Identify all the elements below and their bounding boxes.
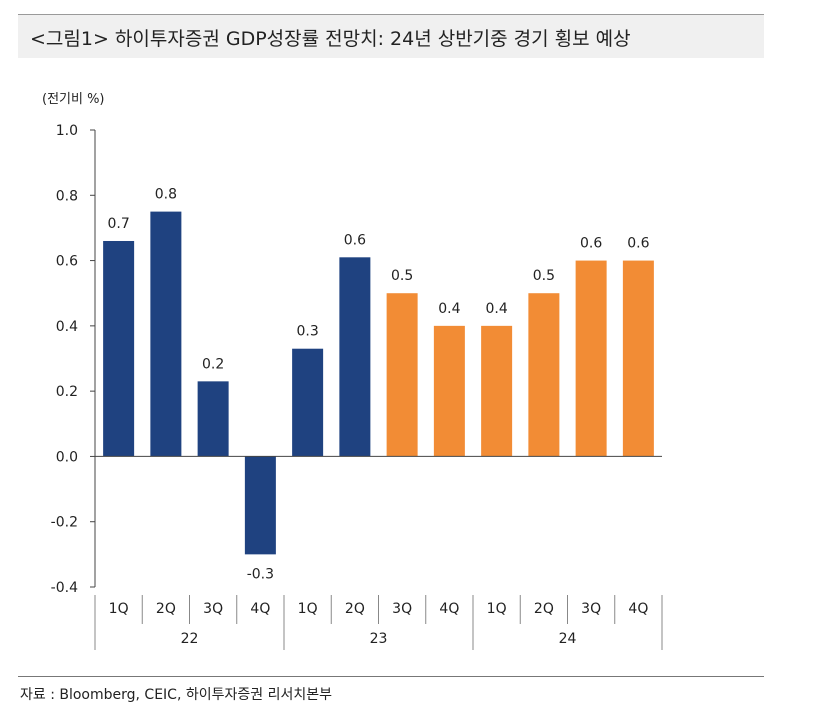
data-label: 0.4 [438, 301, 460, 317]
bar-forecast [622, 260, 654, 457]
data-label: -0.3 [247, 566, 274, 582]
x-group-label: 23 [370, 631, 388, 647]
data-label: 0.3 [296, 324, 318, 340]
y-axis-label: (전기비 %) [42, 92, 105, 107]
bar-forecast [386, 293, 418, 457]
x-group-label: 22 [181, 631, 199, 647]
x-tick-label: 2Q [156, 601, 176, 617]
bar-forecast [481, 325, 513, 457]
x-tick-label: 4Q [628, 601, 648, 617]
x-tick-label: 3Q [203, 601, 223, 617]
x-tick-label: 4Q [439, 601, 459, 617]
bar-actual [292, 348, 324, 457]
x-tick-label: 3Q [581, 601, 601, 617]
bar-actual [197, 381, 229, 457]
bar-actual [103, 240, 135, 457]
bar-forecast [575, 260, 607, 457]
y-tick-label: 1.0 [56, 123, 78, 139]
source-note: 자료 : Bloomberg, CEIC, 하이투자증권 리서치본부 [20, 687, 332, 703]
y-tick-label: 0.2 [56, 384, 78, 400]
data-label: 0.7 [107, 216, 129, 232]
x-tick-label: 2Q [345, 601, 365, 617]
x-tick-label: 3Q [392, 601, 412, 617]
data-label: 0.6 [344, 232, 366, 248]
data-label: 0.2 [202, 356, 224, 372]
data-label: 0.8 [155, 187, 177, 203]
y-tick-label: -0.2 [51, 515, 78, 531]
y-tick-label: 0.8 [56, 188, 78, 204]
x-group-label: 24 [559, 631, 577, 647]
data-label: 0.5 [391, 268, 413, 284]
gdp-growth-bar-chart: (전기비 %) 1.0 0.8 0.6 0.4 0.2 0.0 -0.2 -0.4 0.7 0.8 0… [42, 92, 663, 650]
y-tick-label: -0.4 [51, 580, 78, 596]
data-label: 0.6 [627, 236, 649, 252]
data-label: 0.6 [580, 236, 602, 252]
bar-forecast [433, 325, 465, 457]
bar-actual [339, 257, 371, 457]
source-divider [18, 676, 764, 677]
data-label: 0.5 [533, 268, 555, 284]
x-tick-label: 1Q [487, 601, 507, 617]
y-tick-label: 0.4 [56, 319, 78, 335]
bar-actual [150, 211, 182, 457]
chart-title-bar: <그림1> 하이투자증권 GDP성장률 전망치: 24년 상반기중 경기 횡보 … [18, 14, 764, 58]
x-tick-label: 2Q [534, 601, 554, 617]
bar-forecast [528, 293, 560, 457]
x-tick-label: 1Q [298, 601, 318, 617]
x-tick-label: 1Q [109, 601, 129, 617]
x-tick-label: 4Q [250, 601, 270, 617]
chart-title: <그림1> 하이투자증권 GDP성장률 전망치: 24년 상반기중 경기 횡보 … [30, 28, 631, 50]
bar-actual [244, 456, 276, 555]
data-label: 0.4 [485, 301, 507, 317]
y-tick-label: 0.6 [56, 254, 78, 270]
y-tick-label: 0.0 [56, 449, 78, 465]
